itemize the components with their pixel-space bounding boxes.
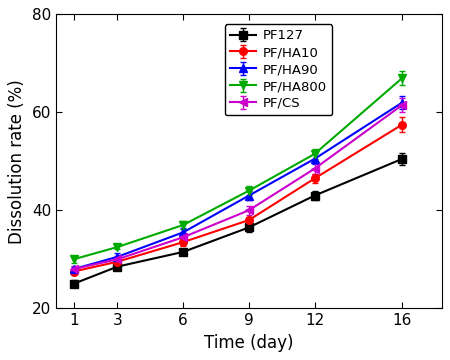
Y-axis label: Dissolution rate (%): Dissolution rate (%) [9, 79, 27, 244]
Legend: PF127, PF/HA10, PF/HA90, PF/HA800, PF/CS: PF127, PF/HA10, PF/HA90, PF/HA800, PF/CS [225, 24, 332, 115]
X-axis label: Time (day): Time (day) [204, 334, 294, 352]
